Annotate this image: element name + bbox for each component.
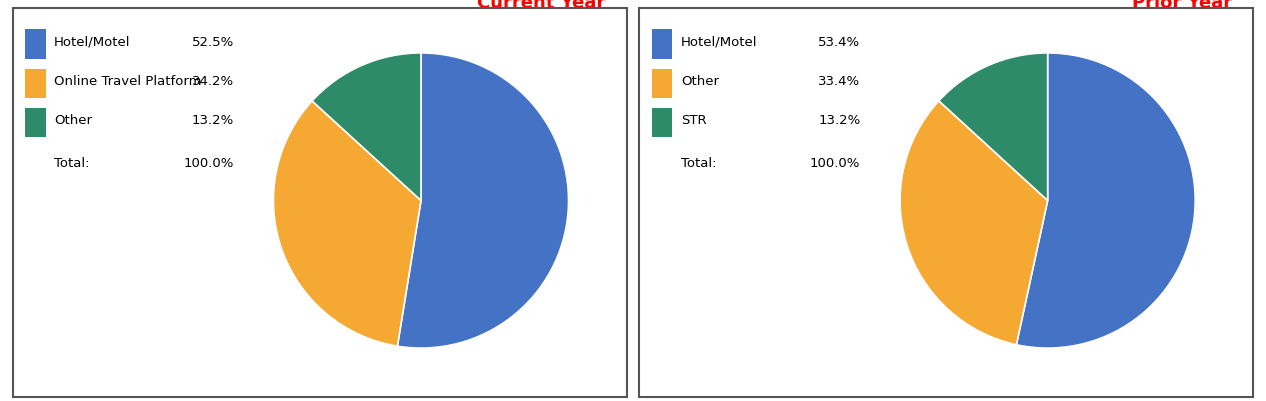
FancyBboxPatch shape <box>652 69 672 98</box>
Wedge shape <box>900 101 1048 345</box>
Text: Other: Other <box>54 114 92 128</box>
FancyBboxPatch shape <box>25 69 46 98</box>
FancyBboxPatch shape <box>25 29 46 59</box>
Text: Online Travel Platform: Online Travel Platform <box>54 75 201 88</box>
Wedge shape <box>1017 53 1195 348</box>
Text: STR: STR <box>681 114 706 128</box>
FancyBboxPatch shape <box>652 108 672 137</box>
Text: Total:: Total: <box>54 157 90 170</box>
Text: 13.2%: 13.2% <box>191 114 234 128</box>
Wedge shape <box>273 101 422 346</box>
Text: 53.4%: 53.4% <box>818 36 861 49</box>
Text: 52.5%: 52.5% <box>191 36 234 49</box>
Wedge shape <box>398 53 568 348</box>
FancyBboxPatch shape <box>652 29 672 59</box>
Text: Hotel/Motel: Hotel/Motel <box>54 36 130 49</box>
Text: 13.2%: 13.2% <box>818 114 861 128</box>
Text: 100.0%: 100.0% <box>810 157 861 170</box>
Wedge shape <box>939 53 1048 200</box>
Text: Total:: Total: <box>681 157 717 170</box>
Text: 34.2%: 34.2% <box>191 75 234 88</box>
Text: Hotel/Motel: Hotel/Motel <box>681 36 757 49</box>
Text: Other: Other <box>681 75 719 88</box>
Text: 100.0%: 100.0% <box>184 157 234 170</box>
Text: Prior Year: Prior Year <box>1132 0 1232 12</box>
Wedge shape <box>311 53 422 200</box>
Text: 33.4%: 33.4% <box>818 75 861 88</box>
Text: Current Year: Current Year <box>477 0 605 12</box>
FancyBboxPatch shape <box>25 108 46 137</box>
